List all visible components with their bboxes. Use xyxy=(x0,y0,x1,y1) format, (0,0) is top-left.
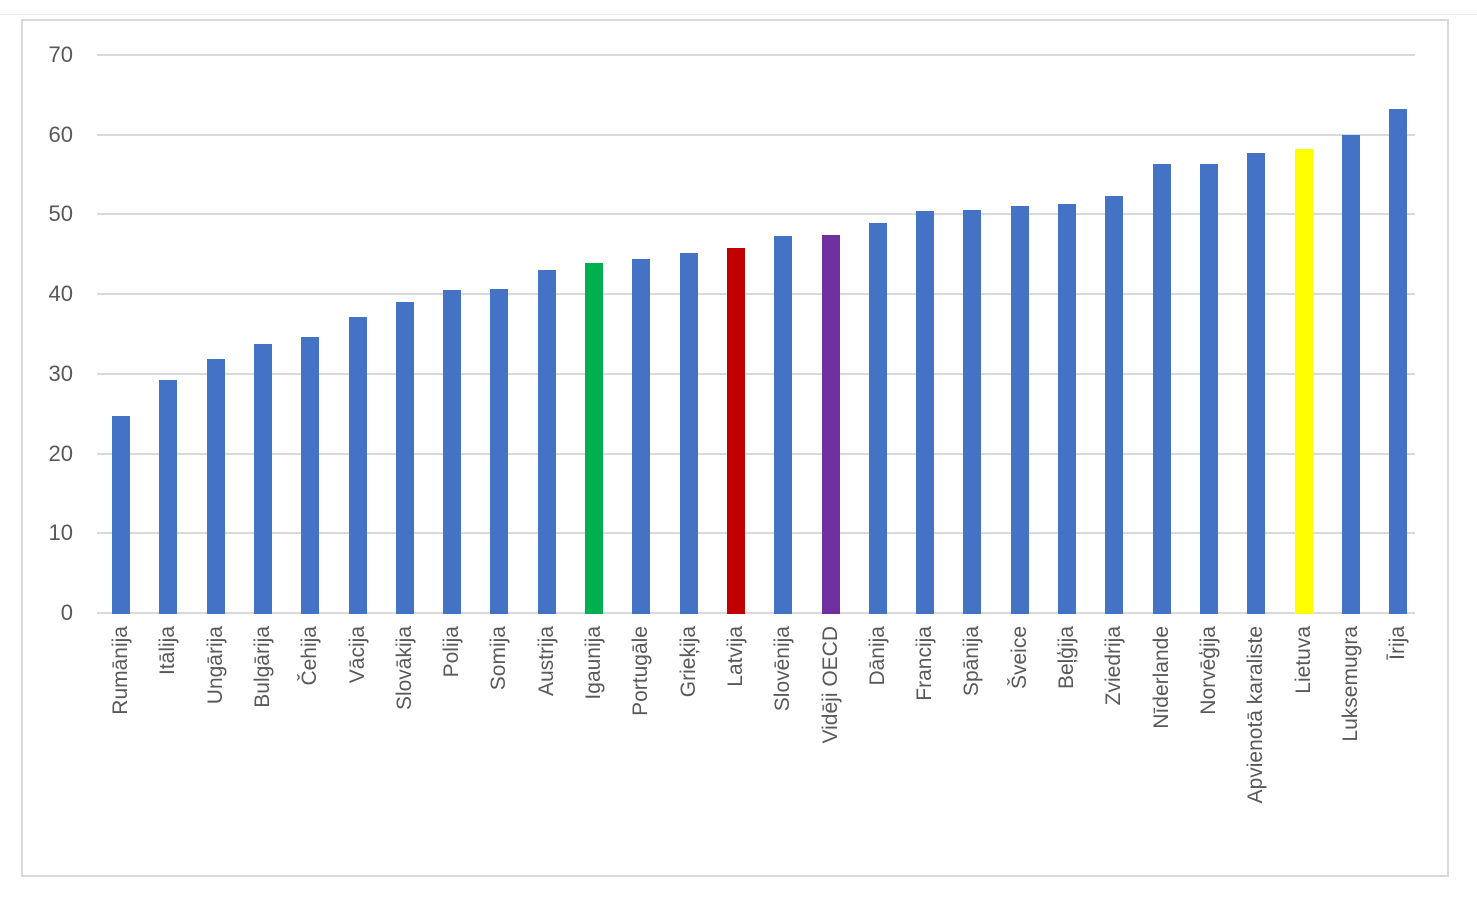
x-axis-label-slovākija: Slovākija xyxy=(393,626,416,711)
y-axis-tick-label: 10 xyxy=(48,520,73,545)
x-axis-label-dānija: Dānija xyxy=(866,626,889,686)
bar-itālija xyxy=(159,380,177,614)
bar-austrija xyxy=(538,270,556,614)
bar-čehija xyxy=(301,337,319,614)
gridline-y-40 xyxy=(97,293,1415,295)
x-axis-label-čehija: Čehija xyxy=(298,626,321,686)
y-axis-tick-label: 0 xyxy=(60,600,73,625)
bar-francija xyxy=(916,211,934,614)
gridline-y-70 xyxy=(97,54,1415,56)
bar-bulgārija xyxy=(254,344,272,614)
x-axis-label-polija: Polija xyxy=(440,626,463,678)
gridline-y-50 xyxy=(97,213,1415,215)
x-axis-label-somija: Somija xyxy=(487,626,510,691)
bar-norvēģija xyxy=(1200,164,1218,614)
x-axis-label-šveice: Šveice xyxy=(1008,626,1031,690)
bar-polija xyxy=(443,290,461,614)
x-axis-label-vidēji-oecd: Vidēji OECD xyxy=(819,626,842,744)
bar-luksemugra xyxy=(1342,135,1360,614)
x-axis-label-bulgārija: Bulgārija xyxy=(251,626,274,708)
x-axis-label-rumānija: Rumānija xyxy=(109,626,132,715)
x-axis-label-austrija: Austrija xyxy=(535,626,558,697)
x-axis-label-itālija: Itālija xyxy=(156,626,179,676)
y-axis-tick-label: 50 xyxy=(48,201,73,226)
bar-grieķija xyxy=(680,253,698,614)
x-axis-label-spānija: Spānija xyxy=(960,626,983,697)
x-axis-label-francija: Francija xyxy=(913,626,936,701)
bar-latvija xyxy=(727,248,745,614)
y-axis-tick-label: 70 xyxy=(48,42,73,67)
x-axis-label-norvēģija: Norvēģija xyxy=(1197,626,1220,715)
bar-lietuva xyxy=(1295,149,1313,614)
window-edge-line xyxy=(0,14,1477,15)
x-axis-label-īrija: Īrija xyxy=(1386,626,1409,660)
bar-rumānija xyxy=(112,416,130,614)
bar-vācija xyxy=(349,317,367,614)
y-axis-tick-label: 60 xyxy=(48,122,73,147)
x-axis-label-apvienotā-karaliste: Apvienotā karaliste xyxy=(1244,626,1267,804)
gridline-y-10 xyxy=(97,532,1415,534)
bar-slovākija xyxy=(396,302,414,614)
y-axis-tick-label: 40 xyxy=(48,281,73,306)
bar-īrija xyxy=(1389,109,1407,614)
bar-spānija xyxy=(963,210,981,614)
x-axis-label-latvija: Latvija xyxy=(724,626,747,687)
bar-šveice xyxy=(1011,206,1029,614)
bar-dānija xyxy=(869,223,887,614)
x-axis-label-grieķija: Grieķija xyxy=(677,626,700,698)
y-axis-tick-label: 30 xyxy=(48,361,73,386)
gridline-y-0 xyxy=(97,612,1415,614)
x-axis-label-igaunija: Igaunija xyxy=(582,626,605,700)
bar-igaunija xyxy=(585,263,603,614)
x-axis-label-vācija: Vācija xyxy=(346,626,369,684)
x-axis-label-zviedrija: Zviedrija xyxy=(1102,626,1125,706)
x-axis-label-portugāle: Portugāle xyxy=(629,626,652,716)
bar-zviedrija xyxy=(1105,196,1123,614)
bar-slovēnija xyxy=(774,236,792,614)
bar-ungārija xyxy=(207,359,225,614)
bar-apvienotā-karaliste xyxy=(1247,153,1265,614)
x-axis-label-luksemugra: Luksemugra xyxy=(1339,626,1362,742)
y-axis-tick-label: 20 xyxy=(48,441,73,466)
gridline-y-30 xyxy=(97,373,1415,375)
x-axis-label-slovēnija: Slovēnija xyxy=(771,626,794,712)
gridline-y-20 xyxy=(97,453,1415,455)
x-axis-label-ungārija: Ungārija xyxy=(204,626,227,705)
bar-vidēji-oecd xyxy=(822,235,840,614)
x-axis-label-beļģija: Beļģija xyxy=(1055,626,1078,690)
x-axis-label-nīderlande: Nīderlande xyxy=(1150,626,1173,729)
bar-nīderlande xyxy=(1153,164,1171,614)
gridline-y-60 xyxy=(97,134,1415,136)
bar-somija xyxy=(490,289,508,614)
bar-beļģija xyxy=(1058,204,1076,614)
x-axis-label-lietuva: Lietuva xyxy=(1292,626,1315,694)
bar-portugāle xyxy=(632,259,650,614)
